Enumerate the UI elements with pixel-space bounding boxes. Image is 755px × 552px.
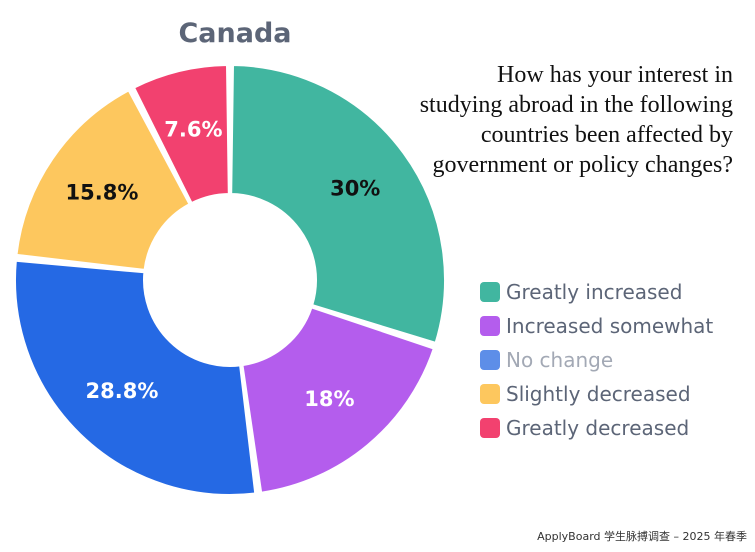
legend-item-1: Increased somewhat — [480, 309, 713, 343]
slice-label-4: 7.6% — [164, 117, 222, 141]
chart-legend: Greatly increased Increased somewhat No ch… — [480, 275, 713, 445]
slice-label-0: 30% — [330, 177, 380, 201]
legend-swatch-1 — [480, 316, 500, 336]
legend-swatch-4 — [480, 418, 500, 438]
slice-label-3: 15.8% — [66, 181, 139, 205]
donut-slice-0 — [230, 64, 446, 344]
legend-label-1: Increased somewhat — [506, 314, 714, 338]
legend-swatch-2 — [480, 350, 500, 370]
legend-item-2: No change — [480, 343, 713, 377]
chart-title: Canada — [178, 18, 292, 49]
donut-slice-3 — [15, 89, 191, 271]
legend-item-3: Slightly decreased — [480, 377, 713, 411]
slice-label-2: 28.8% — [86, 379, 159, 403]
legend-label-2: No change — [506, 348, 614, 372]
donut-slice-1 — [241, 306, 435, 494]
legend-label-4: Greatly decreased — [506, 416, 690, 440]
source-footer: ApplyBoard 学生脉搏调查 – 2025 年春季 — [537, 530, 747, 543]
slice-label-1: 18% — [304, 387, 354, 411]
legend-swatch-3 — [480, 384, 500, 404]
legend-swatch-0 — [480, 282, 500, 302]
chart-question: How has your interest in studying abroad… — [419, 62, 733, 178]
legend-label-3: Slightly decreased — [506, 382, 691, 406]
legend-label-0: Greatly increased — [506, 280, 683, 304]
donut-slice-4 — [133, 64, 230, 205]
legend-item-4: Greatly decreased — [480, 411, 713, 445]
donut-slice-2 — [14, 259, 257, 496]
legend-item-0: Greatly increased — [480, 275, 713, 309]
